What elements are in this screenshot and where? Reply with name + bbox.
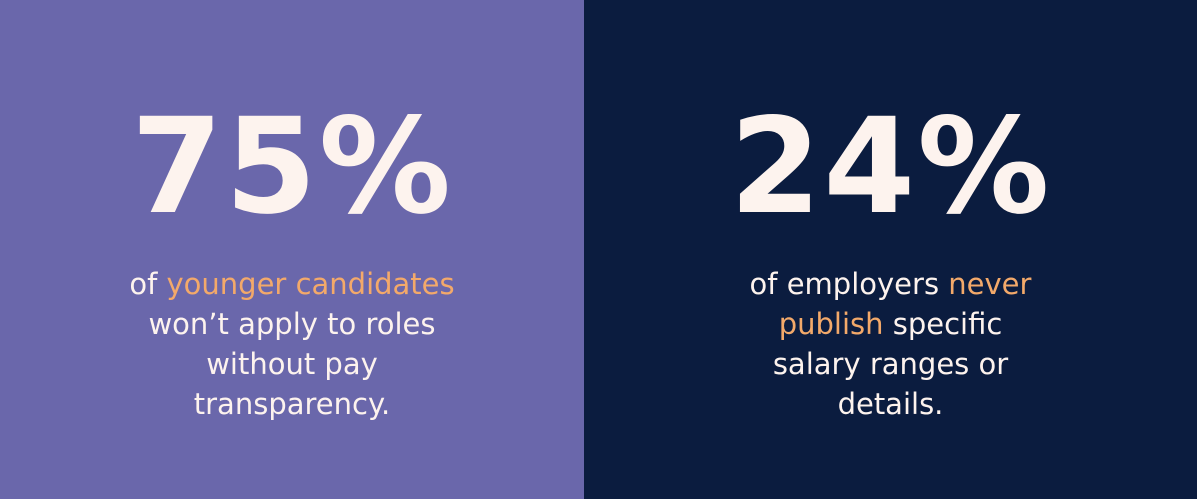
text-segment: won’t apply to roles [148,307,436,341]
text-line: publish specific [750,304,1032,344]
text-line: of younger candidates [129,264,454,304]
stat-number: 75% [131,90,453,244]
text-line: transparency. [129,384,454,424]
stat-description: of employers never publish specific salary… [750,264,1032,424]
text-line: salary ranges or [750,344,1032,384]
text-line: without pay [129,344,454,384]
text-line: details. [750,384,1032,424]
text-line: won’t apply to roles [129,304,454,344]
text-segment: details. [837,387,944,421]
text-segment: salary ranges or [772,347,1009,381]
stat-number: 24% [729,90,1052,244]
highlight-text: publish [778,307,884,341]
text-segment: of employers [749,267,949,301]
stat-panel: 75% of younger candidates won’t apply to … [0,0,584,499]
stat-panel: 24% of employers never publish specific sa… [584,0,1197,499]
stat-description: of younger candidates won’t apply to role… [129,264,454,424]
text-segment: without pay [206,347,378,381]
text-segment: specific [883,307,1003,341]
highlight-text: never [948,267,1032,301]
text-segment: of [129,267,167,301]
text-line: of employers never [750,264,1032,304]
text-segment: transparency. [193,387,391,421]
highlight-text: younger candidates [166,267,455,301]
